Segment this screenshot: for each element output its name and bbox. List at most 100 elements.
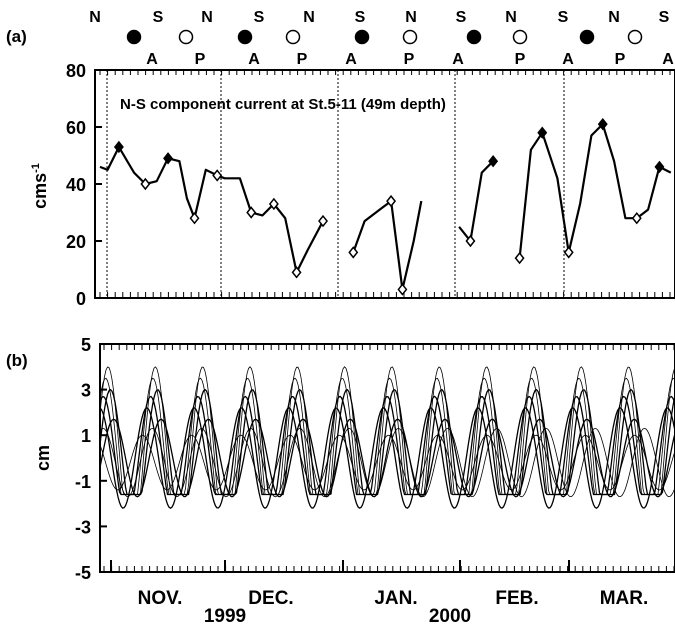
moon-label-bottom: P <box>515 51 526 68</box>
moon-label-top: S <box>355 9 366 26</box>
month-label: FEB. <box>495 588 538 609</box>
year-label: 1999 <box>204 606 246 627</box>
panel-b: (b) -5 -3 -1 1 3 5 cm NOV. DEC. JAN. FEB. MAR. 199… <box>6 335 675 627</box>
moon-label-top: N <box>89 9 101 26</box>
data-point-marker <box>189 211 200 225</box>
full-moon-icon <box>285 29 301 45</box>
data-point-marker <box>488 154 499 168</box>
y-tick-label: 20 <box>66 232 86 252</box>
new-moon-icon <box>354 29 370 45</box>
panel-a-series <box>99 117 672 296</box>
moon-label-bottom: P <box>615 51 626 68</box>
moon-label-bottom: P <box>297 51 308 68</box>
full-moon-icon <box>512 29 528 45</box>
moon-phase-row: N S N S N S N S N S N S A P A P A P A P A P A <box>89 9 674 68</box>
moon-label-bottom: P <box>195 51 206 68</box>
data-point-marker <box>268 197 279 211</box>
data-point-marker <box>348 246 359 259</box>
panel-a-month-lines <box>106 70 565 298</box>
tidal-curve <box>99 407 675 509</box>
moon-label-top: S <box>153 9 164 26</box>
tidal-curve <box>99 366 675 495</box>
current-series-line <box>518 123 672 259</box>
current-series-line <box>216 174 324 274</box>
year-label: 2000 <box>429 606 471 627</box>
y-tick-label: 60 <box>66 118 86 138</box>
data-point-marker <box>291 266 302 279</box>
panel-a-axis: 0 20 40 60 80 <box>66 61 671 309</box>
moon-label-top: N <box>405 9 417 26</box>
tidal-curve <box>99 388 675 496</box>
moon-label-top: N <box>608 9 620 26</box>
y-tick-label: -3 <box>75 517 91 537</box>
month-label: NOV. <box>138 588 183 609</box>
data-point-marker <box>163 152 174 165</box>
panel-b-curves <box>99 366 675 509</box>
new-moon-icon <box>237 29 253 45</box>
y-tick-label: 1 <box>81 426 91 446</box>
svg-text:cms-1: cms-1 <box>30 163 50 209</box>
data-point-marker <box>465 234 476 248</box>
data-point-marker <box>140 177 151 191</box>
data-point-marker <box>212 169 223 182</box>
moon-label-top: S <box>558 9 569 26</box>
full-moon-icon <box>402 29 418 45</box>
moon-label-top: N <box>505 9 517 26</box>
y-tick-label: 3 <box>81 381 91 401</box>
moon-label-bottom: A <box>662 51 674 68</box>
tidal-curve <box>99 418 675 498</box>
data-point-marker <box>537 126 548 139</box>
data-point-marker <box>563 246 574 259</box>
data-point-marker <box>514 251 525 265</box>
panel-a-title: N-S component current at St.5-11 (49m de… <box>120 96 446 113</box>
current-series-line <box>352 200 423 291</box>
panel-a-label: (a) <box>6 27 27 46</box>
data-point-marker <box>654 160 665 174</box>
panel-b-ylabel: cm <box>33 445 53 471</box>
moon-label-top: S <box>254 9 265 26</box>
current-series-line <box>99 145 218 220</box>
moon-label-bottom: A <box>345 51 357 68</box>
moon-label-top: N <box>303 9 315 26</box>
new-moon-icon <box>466 29 482 45</box>
data-point-marker <box>113 140 124 154</box>
panel-a-ylabel-main: cms <box>30 173 50 209</box>
tidal-curve <box>99 377 675 495</box>
panel-b-axis: -5 -3 -1 1 3 5 <box>75 335 675 583</box>
y-tick-label: 0 <box>76 289 86 309</box>
moon-label-top: S <box>456 9 467 26</box>
moon-label-top: N <box>201 9 213 26</box>
new-moon-icon <box>126 29 142 45</box>
panel-b-frame <box>99 343 675 573</box>
full-moon-icon <box>627 29 643 45</box>
y-tick-label: 5 <box>81 335 91 355</box>
moon-label-bottom: A <box>146 51 158 68</box>
month-label: JAN. <box>374 588 417 609</box>
data-point-marker <box>631 211 642 225</box>
panel-b-label: (b) <box>6 351 28 370</box>
new-moon-icon <box>579 29 595 45</box>
panel-a-ylabel: cms-1 <box>30 163 50 209</box>
tidal-curve <box>99 395 675 496</box>
y-tick-label: 40 <box>66 175 86 195</box>
panel-b-month-labels: NOV. DEC. JAN. FEB. MAR. 1999 2000 <box>138 588 649 627</box>
panel-a-ylabel-sup: -1 <box>30 163 42 173</box>
month-label: DEC. <box>248 588 293 609</box>
moon-label-bottom: A <box>452 51 464 68</box>
tidal-curve <box>99 427 675 498</box>
data-point-marker <box>246 206 257 219</box>
y-tick-label: -1 <box>75 472 91 492</box>
y-tick-label: 80 <box>66 61 86 81</box>
data-point-marker <box>318 214 328 228</box>
moon-label-bottom: A <box>562 51 574 68</box>
moon-label-top: S <box>659 9 670 26</box>
month-label: MAR. <box>600 588 649 609</box>
y-tick-label: -5 <box>75 563 91 583</box>
data-point-marker <box>597 117 608 131</box>
current-series-line <box>458 160 494 243</box>
tidal-curve <box>99 434 675 491</box>
full-moon-icon <box>178 29 194 45</box>
moon-label-bottom: A <box>248 51 260 68</box>
data-point-marker <box>386 194 397 208</box>
